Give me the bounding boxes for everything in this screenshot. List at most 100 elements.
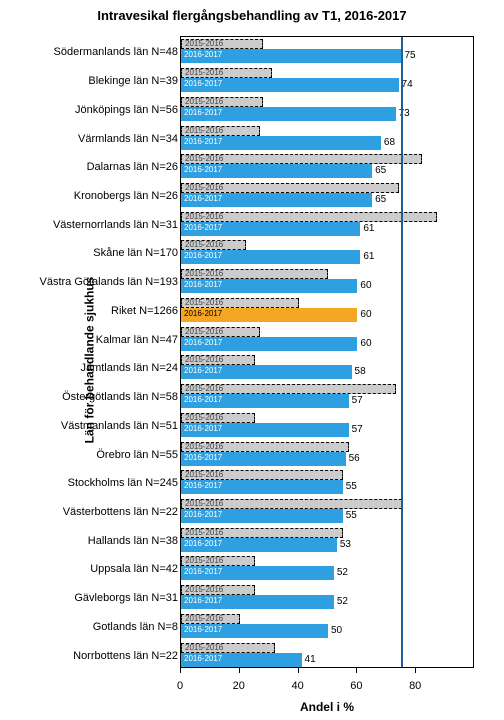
period-label: 2016-2017: [184, 309, 222, 318]
value-bar: 2016-2017: [181, 423, 349, 437]
highlight-bar: 2016-2017: [181, 308, 357, 322]
value-bar: 2016-2017: [181, 452, 346, 466]
period-label: 2016-2017: [184, 424, 222, 433]
comparison-period-label: 2015-2016: [185, 499, 223, 508]
value-bar: 2016-2017: [181, 595, 334, 609]
comparison-bar: 2015-2016: [181, 68, 272, 78]
comparison-bar: 2015-2016: [181, 97, 263, 107]
region-label: Värmlands län N=34: [8, 133, 178, 145]
period-label: 2016-2017: [184, 137, 222, 146]
period-label: 2016-2017: [184, 366, 222, 375]
period-label: 2016-2017: [184, 596, 222, 605]
x-tick-mark: [239, 668, 240, 673]
region-label: Gävleborgs län N=31: [8, 592, 178, 604]
comparison-bar: 2015-2016: [181, 126, 260, 136]
value-label: 55: [346, 481, 357, 492]
value-label: 52: [337, 596, 348, 607]
value-bar: 2016-2017: [181, 394, 349, 408]
region-label: Riket N=1266: [8, 305, 178, 317]
value-label: 60: [360, 280, 371, 291]
period-label: 2016-2017: [184, 654, 222, 663]
period-label: 2016-2017: [184, 539, 222, 548]
value-label: 60: [360, 309, 371, 320]
value-label: 61: [363, 251, 374, 262]
value-label: 68: [384, 137, 395, 148]
period-label: 2016-2017: [184, 165, 222, 174]
x-tick-mark: [356, 668, 357, 673]
comparison-bar: 2015-2016: [181, 643, 275, 653]
region-label: Norrbottens län N=22: [8, 650, 178, 662]
comparison-bar: 2015-2016: [181, 556, 255, 566]
period-label: 2016-2017: [184, 338, 222, 347]
comparison-period-label: 2015-2016: [185, 212, 223, 221]
region-label: Västmanlands län N=51: [8, 420, 178, 432]
comparison-period-label: 2015-2016: [185, 327, 223, 336]
value-bar: 2016-2017: [181, 566, 334, 580]
value-label: 56: [349, 453, 360, 464]
region-label: Kronobergs län N=26: [8, 190, 178, 202]
comparison-period-label: 2015-2016: [185, 240, 223, 249]
value-bar: 2016-2017: [181, 193, 372, 207]
comparison-period-label: 2015-2016: [185, 384, 223, 393]
x-tick-label: 80: [409, 680, 421, 692]
value-bar: 2016-2017: [181, 222, 360, 236]
comparison-period-label: 2015-2016: [185, 643, 223, 652]
comparison-period-label: 2015-2016: [185, 413, 223, 422]
comparison-bar: 2015-2016: [181, 39, 263, 49]
period-label: 2016-2017: [184, 79, 222, 88]
region-label: Blekinge län N=39: [8, 75, 178, 87]
comparison-bar: 2015-2016: [181, 585, 255, 595]
period-label: 2016-2017: [184, 108, 222, 117]
y-axis-label: Län för behandlande sjukhus: [82, 277, 96, 444]
period-label: 2016-2017: [184, 395, 222, 404]
value-label: 65: [375, 194, 386, 205]
comparison-bar: 2015-2016: [181, 269, 328, 279]
comparison-bar: 2015-2016: [181, 154, 422, 164]
value-label: 60: [360, 338, 371, 349]
comparison-bar: 2015-2016: [181, 499, 402, 509]
comparison-bar: 2015-2016: [181, 355, 255, 365]
comparison-period-label: 2015-2016: [185, 269, 223, 278]
value-label: 50: [331, 625, 342, 636]
x-tick-mark: [298, 668, 299, 673]
comparison-period-label: 2015-2016: [185, 355, 223, 364]
value-label: 75: [405, 50, 416, 61]
value-bar: 2016-2017: [181, 78, 399, 92]
comparison-bar: 2015-2016: [181, 240, 246, 250]
value-label: 52: [337, 567, 348, 578]
value-label: 57: [352, 395, 363, 406]
value-bar: 2016-2017: [181, 136, 381, 150]
region-label: Kalmar län N=47: [8, 334, 178, 346]
region-label: Hallands län N=38: [8, 535, 178, 547]
comparison-bar: 2015-2016: [181, 614, 240, 624]
region-label: Uppsala län N=42: [8, 563, 178, 575]
value-label: 58: [355, 366, 366, 377]
comparison-bar: 2015-2016: [181, 183, 399, 193]
x-axis-label: Andel i %: [180, 700, 474, 714]
period-label: 2016-2017: [184, 251, 222, 260]
x-tick-mark: [180, 668, 181, 673]
comparison-period-label: 2015-2016: [185, 298, 223, 307]
value-bar: 2016-2017: [181, 337, 357, 351]
period-label: 2016-2017: [184, 453, 222, 462]
region-label: Västerbottens län N=22: [8, 506, 178, 518]
region-label: Örebro län N=55: [8, 449, 178, 461]
period-label: 2016-2017: [184, 567, 222, 576]
comparison-period-label: 2015-2016: [185, 183, 223, 192]
region-label: Södermanlands län N=48: [8, 46, 178, 58]
comparison-period-label: 2015-2016: [185, 126, 223, 135]
comparison-period-label: 2015-2016: [185, 39, 223, 48]
comparison-period-label: 2015-2016: [185, 97, 223, 106]
plot-area: 2015-20162016-2017752015-20162016-201774…: [180, 36, 474, 668]
period-label: 2016-2017: [184, 194, 222, 203]
comparison-period-label: 2015-2016: [185, 556, 223, 565]
chart-title: Intravesikal flergångsbehandling av T1, …: [0, 8, 504, 23]
comparison-bar: 2015-2016: [181, 384, 396, 394]
value-bar: 2016-2017: [181, 279, 357, 293]
value-bar: 2016-2017: [181, 107, 396, 121]
comparison-period-label: 2015-2016: [185, 470, 223, 479]
region-label: Östergötlands län N=58: [8, 391, 178, 403]
comparison-bar: 2015-2016: [181, 298, 299, 308]
value-label: 53: [340, 539, 351, 550]
comparison-bar: 2015-2016: [181, 442, 349, 452]
